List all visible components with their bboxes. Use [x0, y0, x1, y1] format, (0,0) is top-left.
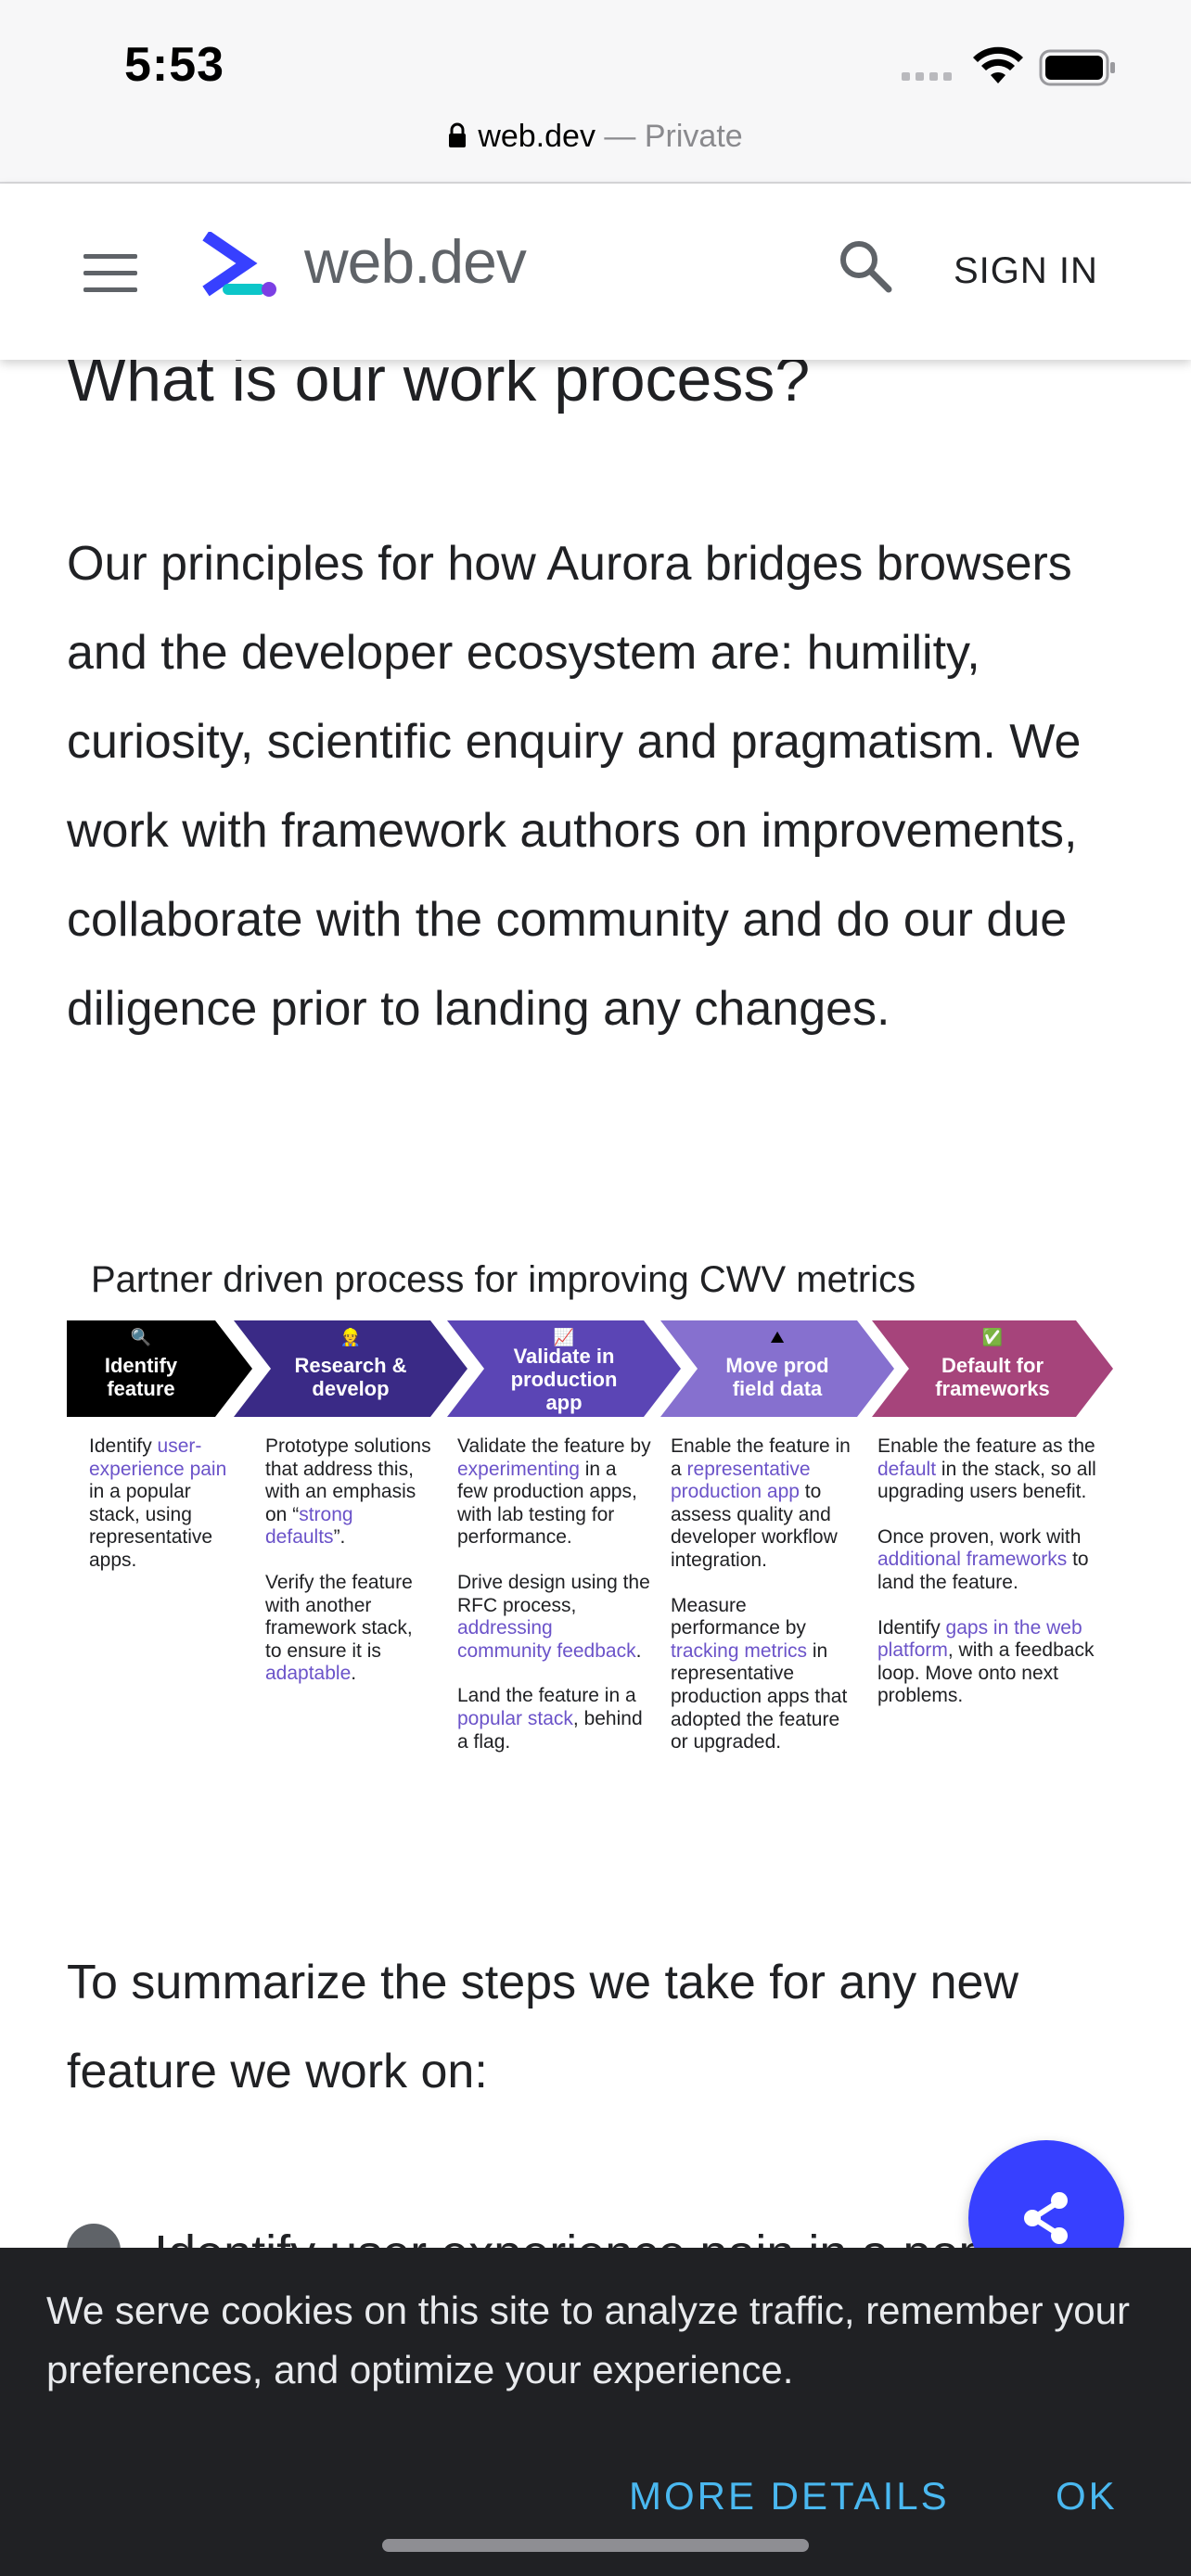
link-addressing-community-feedback[interactable]: addressing community feedback [457, 1617, 636, 1662]
cellular-signal-icon [902, 72, 952, 81]
wifi-icon [973, 46, 1023, 83]
link-experimenting[interactable]: experimenting [457, 1458, 580, 1480]
site-header: web.dev SIGN IN [0, 184, 1191, 360]
process-step-icon: ✅ [982, 1327, 1003, 1346]
more-details-button[interactable]: MORE DETAILS [629, 2474, 950, 2518]
search-icon[interactable] [837, 237, 894, 295]
process-step-shape [660, 1320, 894, 1417]
status-time: 5:53 [124, 38, 225, 92]
ok-button[interactable]: OK [1056, 2474, 1118, 2518]
battery-icon [1039, 49, 1115, 86]
address-bar[interactable]: web.dev — Private [0, 119, 1191, 155]
private-mode-label: Private [644, 119, 743, 154]
browser-status-bar: 5:53 web.dev — Private [0, 0, 1191, 184]
lock-icon [449, 122, 467, 147]
diagram-column-validate: Validate the feature by experimenting in… [457, 1435, 651, 1753]
link-popular-stack[interactable]: popular stack [457, 1707, 573, 1729]
process-step-icon: ⛰ [770, 1328, 784, 1346]
link-default[interactable]: default [877, 1458, 937, 1480]
process-step-label: develop [312, 1377, 389, 1400]
url-separator: — [595, 119, 645, 154]
diagram-column-identify: Identify user-experience pain in a popul… [89, 1435, 227, 1571]
sign-in-button[interactable]: SIGN IN [954, 250, 1098, 291]
process-step-shape [872, 1320, 1113, 1417]
process-step-label: Research & [294, 1354, 406, 1377]
diagram-column-default: Enable the feature as the default in the… [877, 1435, 1096, 1707]
link-user-experience-pain[interactable]: user-experience pain [89, 1435, 227, 1480]
home-indicator[interactable] [382, 2539, 809, 2552]
link-adaptable[interactable]: adaptable [265, 1663, 352, 1685]
menu-icon[interactable] [83, 254, 137, 304]
diagram-title: Partner driven process for improving CWV… [91, 1259, 916, 1300]
link-representative-production-app[interactable]: representative production app [671, 1458, 811, 1503]
brand-name[interactable]: web.dev [304, 227, 527, 296]
process-step-shape [67, 1320, 252, 1417]
process-step-label: production [511, 1368, 618, 1391]
diagram-column-research: Prototype solutions that address this, w… [265, 1435, 431, 1685]
cookie-banner: We serve cookies on this site to analyze… [0, 2248, 1191, 2576]
process-step-2: 👷 Research &develop [234, 1320, 467, 1417]
process-step-icon: 🔍 [131, 1326, 151, 1346]
process-step-icon: 👷 [340, 1327, 361, 1346]
process-step-label: field data [733, 1377, 823, 1400]
process-step-shape [447, 1320, 681, 1417]
process-step-label: Move prod [725, 1354, 828, 1377]
link-additional-frameworks[interactable]: additional frameworks [877, 1549, 1068, 1571]
intro-paragraph: Our principles for how Aurora bridges br… [67, 537, 1082, 1036]
process-step-label: Validate in [514, 1345, 615, 1368]
link-strong-defaults[interactable]: strong defaults [265, 1503, 353, 1549]
summary-paragraph: To summarize the steps we take for any n… [67, 1956, 1019, 2098]
process-step-label: app [545, 1391, 582, 1414]
link-tracking-metrics[interactable]: tracking metrics [671, 1639, 808, 1662]
process-step-label: frameworks [935, 1377, 1050, 1400]
link-gaps-in-web-platform[interactable]: gaps in the web platform [877, 1616, 1082, 1662]
process-step-label: feature [107, 1377, 174, 1400]
process-step-label: Identify [105, 1354, 178, 1377]
process-step-label: Default for [941, 1354, 1044, 1377]
share-icon [1024, 2192, 1068, 2244]
process-step-icon: 📈 [554, 1327, 574, 1346]
webdev-logo[interactable] [202, 232, 280, 299]
diagram-column-move-prod: Enable the feature in a representative p… [671, 1435, 851, 1753]
cookie-message: We serve cookies on this site to analyze… [46, 2289, 1130, 2391]
process-step-shape [234, 1320, 467, 1417]
url-domain: web.dev [478, 119, 596, 154]
